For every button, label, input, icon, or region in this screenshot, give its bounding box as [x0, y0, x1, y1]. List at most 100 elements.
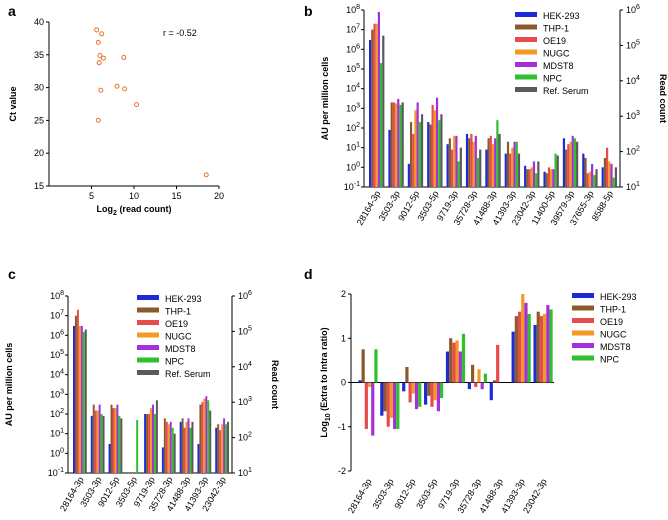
d-bar — [517, 311, 522, 383]
d-legend-entry: MDST8 — [600, 342, 631, 352]
x-tick-label: 15 — [171, 191, 181, 201]
c-bar — [189, 427, 192, 473]
b-bar — [562, 138, 566, 187]
scatter-point — [122, 86, 128, 92]
b-bar — [603, 157, 607, 187]
b-bar — [392, 102, 395, 187]
y-axis-label: Ct value — [8, 86, 18, 121]
d-category-label: 28164-3p — [346, 477, 374, 515]
b-bar — [468, 138, 471, 187]
c-bar — [102, 415, 105, 473]
b-legend-swatch — [515, 74, 537, 80]
c-bar — [207, 400, 210, 473]
d-bar — [539, 316, 544, 383]
c-bar — [203, 398, 206, 473]
d-legend-swatch — [572, 330, 594, 336]
b-bar — [591, 163, 594, 187]
b-bar — [565, 149, 568, 187]
b-bar — [470, 133, 473, 187]
c-bar — [116, 404, 119, 473]
c-legend-swatch — [137, 345, 159, 350]
c-bar — [169, 421, 172, 473]
b-bar — [547, 167, 551, 187]
x-axis-label: Log2 (read count) — [97, 204, 172, 217]
b-bar — [373, 23, 376, 187]
b-bar — [407, 163, 410, 187]
scatter-point — [95, 39, 101, 45]
c-y2-tick-label: 101 — [238, 467, 252, 478]
b-y-tick-label: 104 — [346, 83, 360, 94]
b-legend-entry: NPC — [543, 74, 563, 84]
c-legend-swatch — [137, 332, 159, 338]
scatter-point — [98, 87, 104, 93]
c-bar — [197, 443, 200, 473]
d-bar — [461, 333, 466, 383]
y-tick-label: 20 — [34, 148, 44, 158]
x-tick-label: 20 — [214, 191, 224, 201]
b-bar — [569, 141, 572, 187]
c-bar — [80, 325, 83, 473]
c-bar — [84, 329, 87, 473]
c-y2-tick-label: 105 — [238, 325, 252, 336]
c-bar — [150, 408, 152, 473]
b-bar — [543, 171, 546, 187]
b-y-tick-label: 101 — [346, 142, 360, 153]
c-bar — [153, 414, 156, 473]
panel-label-d: d — [304, 266, 313, 282]
c-y2-tick-label: 104 — [238, 361, 252, 372]
d-y-tick-label: -2 — [338, 466, 346, 476]
c-bar — [205, 396, 208, 473]
scatter-point — [203, 172, 209, 178]
b-bar — [610, 163, 613, 187]
d-bar — [389, 382, 394, 418]
d-y-tick-label: -1 — [338, 422, 346, 432]
y-tick-label: 25 — [34, 115, 44, 125]
panel-label-b: b — [304, 3, 313, 19]
c-bar — [146, 414, 149, 473]
b-bar — [474, 135, 477, 187]
d-bar — [386, 382, 390, 427]
d-bar — [533, 324, 537, 383]
b-bar — [612, 177, 615, 187]
b-bar — [369, 39, 372, 187]
b-bar — [567, 144, 570, 187]
d-bar — [436, 382, 441, 412]
c-y-tick-label: 102 — [50, 408, 64, 419]
d-bar — [480, 382, 484, 390]
scatter-point — [99, 31, 105, 37]
panel-label-a: a — [8, 3, 16, 19]
c-bar — [173, 433, 176, 473]
b-legend-swatch — [515, 12, 537, 17]
d-bar — [445, 351, 450, 383]
d-legend-entry: NUGC — [600, 330, 627, 340]
b-y2-tick-label: 103 — [626, 110, 640, 121]
d-bar — [514, 316, 518, 383]
d-bar — [405, 367, 409, 383]
b-bar — [556, 155, 559, 187]
c-bar — [144, 414, 147, 473]
d-bar — [536, 311, 540, 383]
d-legend-swatch — [572, 343, 594, 348]
b-bar — [532, 161, 536, 187]
c-bar — [110, 404, 113, 473]
d-bar — [380, 382, 384, 416]
b-bar — [504, 153, 507, 187]
b-bar — [537, 161, 540, 187]
b-bar — [414, 110, 417, 187]
d-bar — [452, 342, 456, 383]
d-y-axis-label: Log10 (Extra to Intra ratio) — [319, 327, 332, 437]
c-bar — [179, 421, 182, 473]
d-bar — [411, 382, 415, 394]
b-bar — [586, 173, 589, 187]
d-bar — [467, 382, 471, 390]
b-bar — [379, 63, 383, 187]
c-legend-swatch — [137, 357, 159, 363]
b-bar — [448, 138, 451, 187]
scatter-point — [97, 52, 103, 58]
b-bar — [457, 161, 460, 187]
d-bar — [458, 351, 462, 383]
b-bar — [513, 141, 516, 187]
c-y2-tick-label: 103 — [238, 396, 252, 407]
b-y2-tick-label: 102 — [626, 146, 640, 157]
d-bar — [393, 382, 397, 429]
